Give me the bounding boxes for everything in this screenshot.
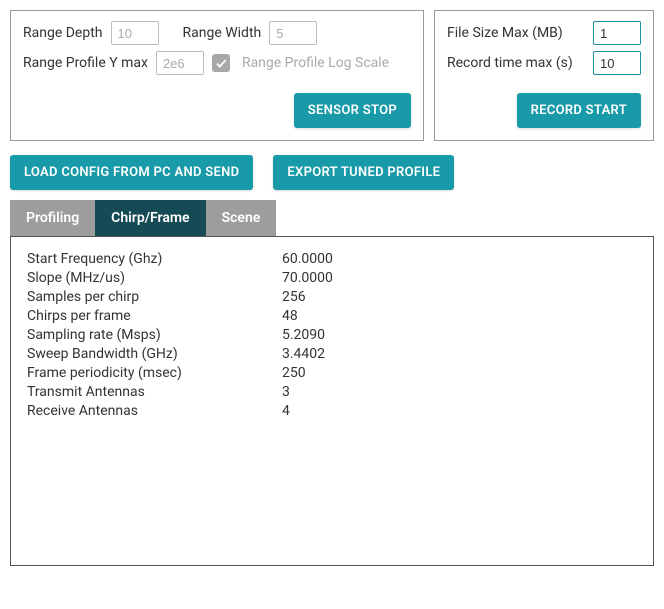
param-value: 48 [282,308,637,324]
param-value: 3 [282,384,637,400]
param-value: 70.0000 [282,270,637,286]
param-row: Frame periodicity (msec)250 [27,365,637,381]
param-row: Receive Antennas4 [27,403,637,419]
file-size-max-input[interactable] [593,21,641,45]
range-profile-log-label: Range Profile Log Scale [242,55,389,71]
param-value: 256 [282,289,637,305]
tab-chirp-frame[interactable]: Chirp/Frame [95,200,205,236]
export-profile-button[interactable]: EXPORT TUNED PROFILE [273,155,454,190]
load-config-button[interactable]: LOAD CONFIG FROM PC AND SEND [10,155,253,190]
range-width-label: Range Width [183,25,262,41]
param-label: Transmit Antennas [27,384,282,400]
param-value: 60.0000 [282,251,637,267]
param-label: Sampling rate (Msps) [27,327,282,343]
param-label: Samples per chirp [27,289,282,305]
param-row: Samples per chirp256 [27,289,637,305]
range-profile-log-checkbox [212,54,230,72]
param-label: Slope (MHz/us) [27,270,282,286]
file-size-max-label: File Size Max (MB) [447,25,563,41]
tab-scene[interactable]: Scene [206,200,277,236]
record-start-button[interactable]: RECORD START [517,93,641,128]
record-time-max-input[interactable] [593,51,641,75]
param-value: 5.2090 [282,327,637,343]
param-row: Sweep Bandwidth (GHz)3.4402 [27,346,637,362]
range-profile-ymax-label: Range Profile Y max [23,55,148,71]
tabs: Profiling Chirp/Frame Scene [10,200,654,236]
tab-content: Start Frequency (Ghz)60.0000Slope (MHz/u… [10,236,654,566]
range-depth-input [111,21,159,45]
param-label: Start Frequency (Ghz) [27,251,282,267]
check-icon [214,56,228,70]
param-row: Chirps per frame48 [27,308,637,324]
param-row: Transmit Antennas3 [27,384,637,400]
param-value: 4 [282,403,637,419]
param-label: Chirps per frame [27,308,282,324]
record-time-max-label: Record time max (s) [447,55,573,71]
sensor-panel: Range Depth Range Width Range Profile Y … [10,10,424,141]
param-label: Frame periodicity (msec) [27,365,282,381]
range-depth-label: Range Depth [23,25,103,41]
param-row: Start Frequency (Ghz)60.0000 [27,251,637,267]
param-value: 3.4402 [282,346,637,362]
param-value: 250 [282,365,637,381]
param-label: Sweep Bandwidth (GHz) [27,346,282,362]
param-row: Sampling rate (Msps)5.2090 [27,327,637,343]
range-width-input [269,21,317,45]
param-row: Slope (MHz/us)70.0000 [27,270,637,286]
tab-profiling[interactable]: Profiling [10,200,95,236]
param-label: Receive Antennas [27,403,282,419]
sensor-stop-button[interactable]: SENSOR STOP [294,93,411,128]
record-panel: File Size Max (MB) Record time max (s) R… [434,10,654,141]
range-profile-ymax-input [156,51,204,75]
